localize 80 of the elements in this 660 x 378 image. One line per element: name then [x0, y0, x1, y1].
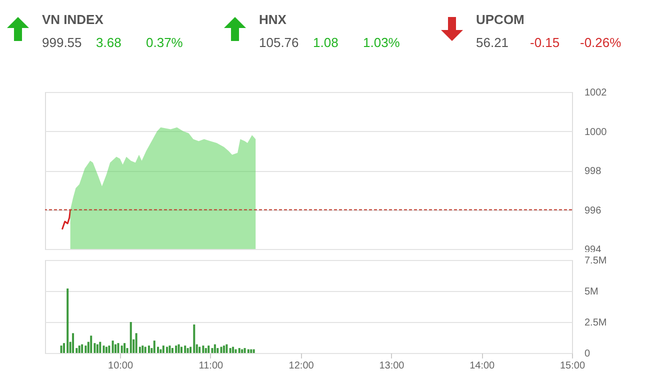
- bar: [96, 344, 98, 353]
- bar: [250, 349, 252, 353]
- bar: [208, 346, 210, 353]
- bar: [244, 348, 246, 353]
- bar: [84, 346, 87, 353]
- bar: [114, 344, 117, 353]
- y-tick-label: 1000: [584, 126, 608, 138]
- bar: [175, 346, 178, 353]
- line-series: [61, 209, 72, 230]
- y-tick-label: 7.5M: [584, 256, 607, 266]
- bar: [130, 322, 132, 353]
- x-tick-label: 12:00: [288, 360, 314, 372]
- bar: [81, 344, 84, 353]
- bar: [211, 348, 214, 353]
- bar: [60, 346, 62, 353]
- bar: [124, 343, 126, 353]
- bar: [78, 346, 80, 353]
- bar: [238, 348, 240, 353]
- bar: [66, 288, 69, 353]
- bar: [160, 349, 162, 353]
- data-label: 56.21: [476, 35, 509, 50]
- bar: [180, 346, 182, 353]
- bar: [247, 349, 250, 353]
- bar: [178, 344, 180, 353]
- bar: [135, 333, 138, 353]
- data-label: -0.26%: [580, 35, 622, 50]
- bar: [148, 346, 150, 353]
- bar: [105, 346, 108, 353]
- bar: [162, 346, 164, 353]
- bar: [90, 336, 92, 353]
- bar: [193, 324, 196, 353]
- category-label: UPCOM: [476, 12, 524, 27]
- x-tick-label: 11:00: [198, 360, 224, 372]
- bar: [220, 346, 222, 353]
- bar: [241, 349, 244, 353]
- data-label: -0.15: [530, 35, 560, 50]
- bar: [184, 346, 186, 353]
- x-tick-label: 15:00: [560, 360, 586, 372]
- y-tick-label: 5M: [584, 286, 598, 298]
- data-label: 3.68: [96, 35, 122, 50]
- bar: [232, 346, 234, 353]
- bar: [168, 346, 171, 353]
- bar: [153, 340, 156, 353]
- x-tick-label: 13:00: [379, 360, 405, 372]
- bar: [142, 346, 144, 353]
- bar: [102, 346, 105, 353]
- data-label: 105.76: [259, 35, 299, 50]
- category-label: VN INDEX: [42, 12, 104, 27]
- bar: [216, 348, 219, 353]
- y-tick-label: 998: [584, 166, 602, 177]
- data-label: 0.37%: [146, 35, 183, 50]
- bar: [226, 344, 228, 353]
- bar: [108, 346, 110, 353]
- bar: [99, 342, 102, 353]
- category-label: HNX: [259, 12, 286, 27]
- bar: [144, 346, 146, 353]
- y-tick-label: 996: [584, 205, 602, 216]
- y-tick-label: 1002: [584, 88, 608, 98]
- bar: [186, 348, 189, 353]
- bar: [252, 349, 255, 353]
- bar: [222, 346, 225, 353]
- bar: [214, 344, 216, 353]
- bar: [229, 348, 232, 353]
- bar: [202, 346, 204, 353]
- bar: [171, 348, 174, 353]
- bar: [120, 346, 123, 353]
- data-label: 999.55: [42, 35, 82, 50]
- data-label: 1.03%: [363, 35, 400, 50]
- y-tick-label: 2.5M: [584, 318, 607, 328]
- bar: [117, 343, 120, 353]
- x-tick-label: 10:00: [108, 360, 134, 372]
- x-tick-label: 14:00: [470, 360, 496, 372]
- bar: [198, 346, 201, 353]
- bar: [72, 333, 74, 353]
- bar: [204, 348, 207, 353]
- bar: [166, 346, 168, 353]
- bar: [234, 349, 237, 353]
- y-tick-label: 0: [584, 348, 590, 360]
- bar: [112, 340, 114, 353]
- data-label: 1.08: [313, 35, 338, 50]
